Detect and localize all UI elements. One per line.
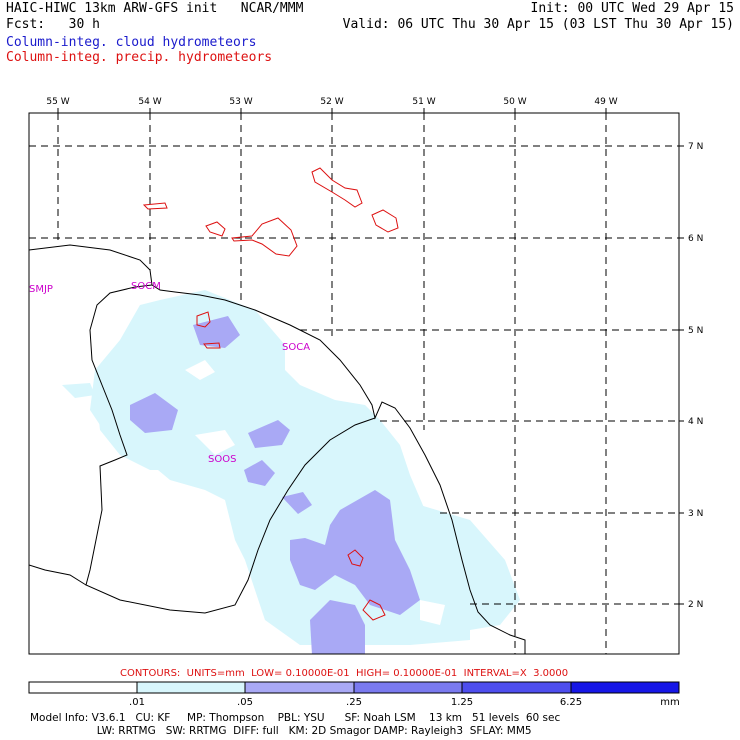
precip-contours — [142, 167, 399, 621]
colorbar-segment — [353, 681, 463, 694]
lon-label: 54 W — [138, 97, 161, 107]
map-frame — [28, 112, 680, 655]
cloud-gap-area — [185, 300, 445, 625]
colorbar-segment — [136, 681, 246, 694]
model-info-line2: LW: RRTMG SW: RRTMG DIFF: full KM: 2D Sm… — [30, 725, 532, 737]
forecast-hour: Fcst: 30 h — [6, 17, 100, 32]
legend-cloud-label: Column-integ. cloud hydrometeors — [6, 35, 257, 50]
colorbar-units: mm — [660, 697, 679, 708]
station-label: SOCA — [282, 342, 310, 353]
model-info-line1: Model Info: V3.6.1 CU: KF MP: Thompson P… — [30, 712, 561, 724]
colorbar-tick: .25 — [346, 697, 362, 708]
lon-label: 50 W — [503, 97, 526, 107]
lon-ticks — [57, 108, 607, 113]
lon-label: 55 W — [46, 97, 69, 107]
lon-label: 52 W — [320, 97, 343, 107]
colorbar-segment — [28, 681, 138, 694]
colorbar-segment — [244, 681, 355, 694]
colorbar-tick: .05 — [237, 697, 253, 708]
lat-label: 2 N — [688, 600, 703, 610]
lat-label: 4 N — [688, 417, 703, 427]
lat-label: 3 N — [688, 509, 703, 519]
lon-label: 53 W — [229, 97, 252, 107]
colorbar — [28, 681, 680, 694]
header-title: HAIC-HIWC 13km ARW-GFS init NCAR/MMM — [6, 1, 304, 16]
contour-info: CONTOURS: UNITS=mm LOW= 0.10000E-01 HIGH… — [120, 668, 569, 679]
colorbar-tick: 6.25 — [560, 697, 582, 708]
colorbar-tick: .01 — [129, 697, 145, 708]
valid-time: Valid: 06 UTC Thu 30 Apr 15 (03 LST Thu … — [342, 17, 734, 32]
cloud-mid-area — [130, 316, 420, 654]
graticule — [29, 113, 679, 654]
lat-label: 6 N — [688, 234, 703, 244]
lat-ticks — [679, 145, 684, 605]
lat-label: 7 N — [688, 142, 703, 152]
colorbar-tick: 1.25 — [451, 697, 473, 708]
station-label: SOOS — [208, 454, 236, 465]
station-label: SOCM — [131, 281, 161, 292]
colorbar-segment — [570, 681, 680, 694]
station-label: SMJP — [29, 284, 53, 295]
lon-label: 51 W — [412, 97, 435, 107]
colorbar-segment — [461, 681, 572, 694]
legend-precip-label: Column-integ. precip. hydrometeors — [6, 50, 273, 65]
init-time: Init: 00 UTC Wed 29 Apr 15 — [530, 1, 735, 16]
lat-label: 5 N — [688, 326, 703, 336]
lon-label: 49 W — [594, 97, 617, 107]
coastline — [29, 244, 526, 654]
